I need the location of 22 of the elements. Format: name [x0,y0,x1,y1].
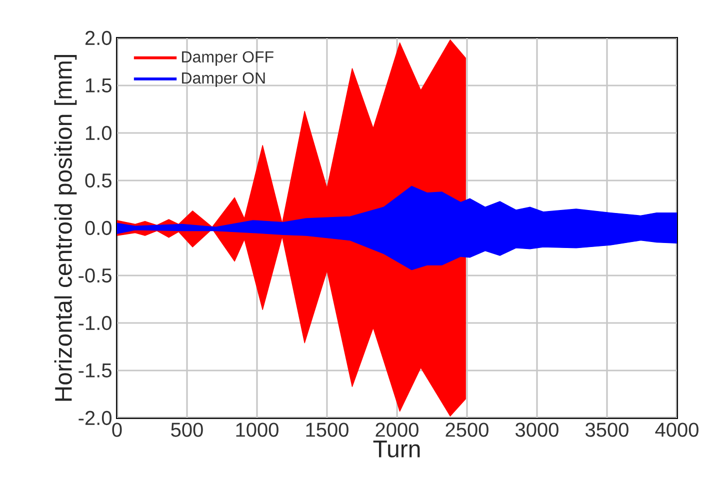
y-tick-label: 2.0 [85,30,112,46]
legend-label: Damper ON [182,72,265,87]
x-tick-label: 2000 [376,422,418,437]
y-tick-label: -1.0 [78,316,112,330]
x-tick-label: 1500 [306,422,348,437]
x-tick-label: 4000 [655,422,698,437]
y-tick-label: -1.5 [78,364,112,378]
y-tick-label: -0.5 [78,268,112,283]
x-tick-label: 0 [112,422,122,437]
y-tick-label: 0.0 [85,220,112,236]
y-tick-label: 0.5 [85,173,112,188]
y-tick-label: 1.5 [86,78,112,92]
x-tick-label: 3000 [516,422,558,437]
x-tick-label: 1000 [236,422,278,437]
y-tick-label: -2.0 [78,410,112,426]
x-axis-title: Turn [373,440,420,458]
x-tick-label: 2500 [446,422,488,437]
legend-label: Damper OFF [182,51,274,66]
y-tick-label: 1.0 [86,126,112,140]
y-axis-title: Horizontal centroid position [mm] [54,55,77,401]
x-tick-label: 3500 [586,422,628,437]
x-tick-label: 500 [171,422,203,437]
